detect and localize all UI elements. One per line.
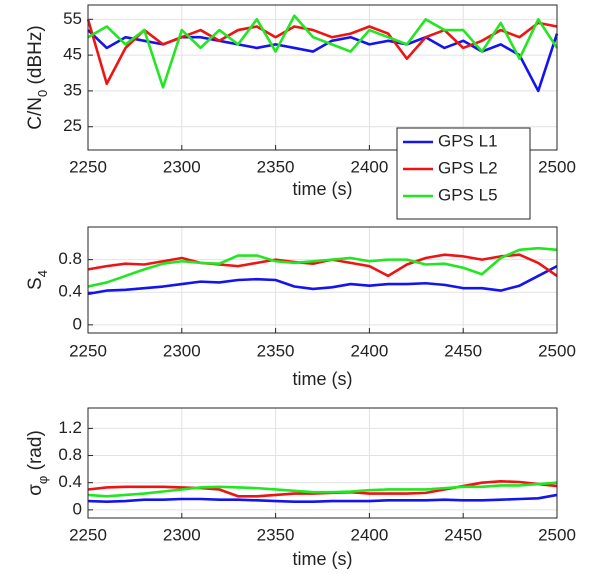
plot-area	[88, 227, 557, 333]
y-axis-label-part: S	[25, 277, 46, 290]
x-tick-label: 2500	[538, 341, 576, 360]
x-tick-label: 2350	[257, 341, 295, 360]
x-tick-label: 2450	[444, 341, 482, 360]
x-tick-label: 2400	[350, 157, 388, 176]
x-tick-label: 2300	[163, 341, 201, 360]
y-axis-label-part: φ	[35, 476, 50, 484]
y-axis-label-part: 4	[35, 270, 50, 277]
x-tick-label: 2500	[538, 157, 576, 176]
x-tick-label: 2350	[257, 525, 295, 544]
x-axis-label: time (s)	[293, 369, 353, 389]
y-axis-label-part: C/N	[25, 97, 46, 130]
legend-label: GPS L2	[438, 158, 498, 177]
x-tick-label: 2400	[350, 341, 388, 360]
x-axis-label: time (s)	[293, 549, 353, 569]
series-line	[87, 481, 558, 498]
series-line	[87, 493, 558, 503]
y-tick-label: 0.8	[58, 445, 82, 464]
series-line	[87, 246, 558, 288]
x-tick-label: 2500	[538, 525, 576, 544]
series-line	[87, 14, 559, 89]
x-tick-label: 2300	[163, 525, 201, 544]
y-axis-label-part: (rad)	[25, 430, 46, 475]
y-axis-label-part: 0	[35, 90, 50, 97]
x-tick-label: 2250	[69, 341, 107, 360]
y-axis-label-part: σ	[25, 484, 46, 496]
y-tick-label: 1.2	[58, 418, 82, 437]
x-tick-label: 2400	[350, 525, 388, 544]
legend-label: GPS L1	[438, 131, 498, 150]
axes-box	[87, 226, 558, 334]
y-tick-label: 35	[63, 80, 82, 99]
x-tick-label: 2350	[257, 157, 295, 176]
axes-box	[87, 4, 558, 151]
y-tick-label: 0	[73, 314, 82, 333]
y-axis-label: S4	[25, 270, 50, 290]
y-tick-label: 25	[63, 116, 82, 135]
series-line	[86, 18, 558, 86]
y-axis-label: C/N0 (dBHz)	[25, 25, 50, 129]
y-axis-label-part: (dBHz)	[25, 25, 46, 89]
x-tick-label: 2250	[69, 525, 107, 544]
x-tick-label: 2450	[444, 525, 482, 544]
y-tick-label: 0.4	[58, 282, 82, 301]
axes-box	[87, 407, 558, 519]
x-axis-label: time (s)	[293, 179, 353, 199]
x-tick-label: 2300	[163, 157, 201, 176]
y-tick-label: 0.4	[58, 472, 82, 491]
series-line	[87, 264, 558, 296]
y-axis-label: σφ (rad)	[25, 430, 50, 496]
legend-label: GPS L5	[438, 185, 498, 204]
x-tick-label: 2250	[69, 157, 107, 176]
y-tick-label: 55	[63, 9, 82, 28]
y-tick-label: 45	[63, 45, 82, 64]
y-tick-label: 0	[73, 499, 82, 518]
y-tick-label: 0.8	[58, 249, 82, 268]
